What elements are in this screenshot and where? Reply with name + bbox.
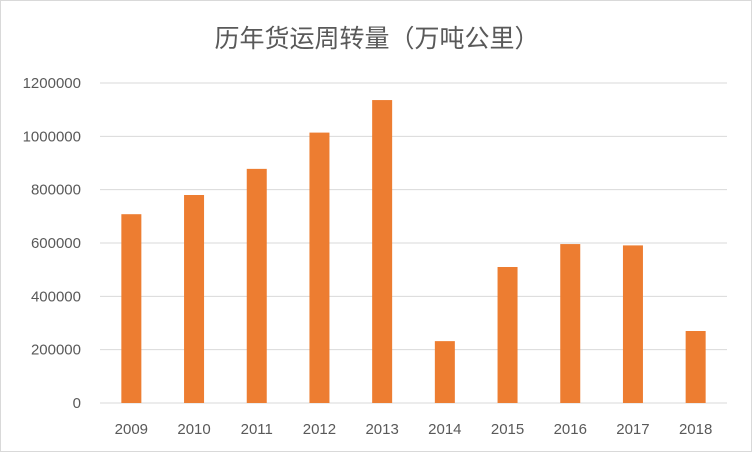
y-tick-label: 200000 xyxy=(31,342,81,359)
bar-2018 xyxy=(685,331,706,403)
bar-2016 xyxy=(560,244,581,403)
y-axis-ticks: 0 200000 400000 600000 800000 1000000 1200000 xyxy=(23,75,81,412)
bar-2017 xyxy=(622,245,643,403)
bar-2011 xyxy=(246,168,267,403)
x-tick-label: 2012 xyxy=(303,421,336,438)
y-tick-label: 400000 xyxy=(31,288,81,305)
x-tick-label: 2011 xyxy=(241,421,273,438)
x-tick-label: 2016 xyxy=(554,421,587,438)
x-tick-label: 2009 xyxy=(115,421,148,438)
bar-2015 xyxy=(497,267,518,403)
gridlines xyxy=(100,82,727,404)
y-tick-label: 1200000 xyxy=(23,75,81,92)
bars xyxy=(121,100,706,404)
chart-title: 历年货运周转量（万吨公里） xyxy=(214,24,540,53)
x-tick-label: 2013 xyxy=(365,421,398,438)
x-tick-label: 2010 xyxy=(177,421,210,438)
bar-2012 xyxy=(309,132,330,403)
y-tick-label: 600000 xyxy=(31,235,81,252)
x-tick-label: 2014 xyxy=(428,421,461,438)
x-tick-label: 2015 xyxy=(491,421,524,438)
x-axis-ticks: 2009 2010 2011 2012 2013 2014 2015 2016 2017 2018 xyxy=(115,421,713,438)
bar-2010 xyxy=(184,195,205,403)
bar-2014 xyxy=(434,341,455,403)
x-tick-label: 2017 xyxy=(616,421,649,438)
bar-2009 xyxy=(121,214,142,403)
x-tick-label: 2018 xyxy=(679,421,712,438)
bar-2013 xyxy=(372,100,393,404)
y-tick-label: 800000 xyxy=(31,182,81,199)
y-tick-label: 0 xyxy=(73,395,81,412)
y-tick-label: 1000000 xyxy=(23,128,81,145)
